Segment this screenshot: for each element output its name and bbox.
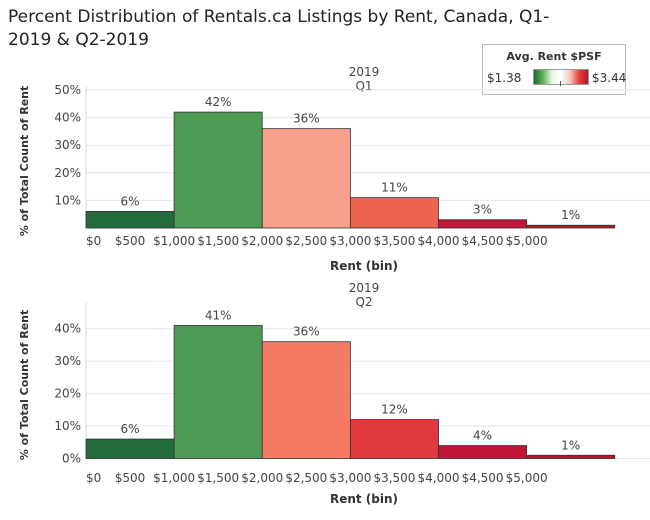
bar-data-label: 42% [205, 95, 232, 109]
legend-title: Avg. Rent $PSF [506, 50, 602, 63]
legend-min-label: $1.38 [487, 71, 522, 85]
y-axis-title: % of Total Count of Rent [18, 86, 31, 236]
panel-header-quarter: Q2 [355, 295, 372, 309]
x-tick-label: $4,000 [418, 471, 460, 485]
x-tick-label: $1,000 [153, 234, 195, 248]
x-tick-label: $1,500 [197, 234, 239, 248]
chart-title: Percent Distribution of Rentals.ca Listi… [8, 7, 550, 50]
histogram-bar [173, 325, 263, 459]
y-tick-label: 30% [54, 138, 81, 152]
x-tick-label: $5,000 [506, 234, 548, 248]
x-tick-label: $4,500 [462, 234, 504, 248]
legend-max-label: $3.44 [592, 71, 627, 85]
bar-data-label: 6% [121, 194, 140, 208]
bar-data-label: 3% [473, 203, 492, 217]
y-tick-label: 40% [54, 111, 81, 125]
panel-header-year: 2019 [349, 281, 380, 295]
x-axis-title: Rent (bin) [330, 259, 398, 273]
bar-data-label: 36% [293, 112, 320, 126]
histogram-bar [85, 438, 175, 459]
bar-data-label: 4% [473, 429, 492, 443]
y-tick-label: 20% [54, 166, 81, 180]
x-axis-title: Rent (bin) [330, 492, 398, 506]
bar-data-label: 12% [381, 403, 408, 417]
y-tick-label: 10% [54, 419, 81, 433]
y-tick-label: 40% [54, 322, 81, 336]
x-tick-label: $3,500 [373, 234, 415, 248]
x-tick-label: $2,000 [241, 471, 283, 485]
histogram-bar [261, 341, 351, 459]
x-tick-label: $2,500 [285, 234, 327, 248]
x-tick-label: $2,000 [241, 234, 283, 248]
y-tick-label: 0% [62, 452, 81, 466]
x-tick-label: $3,000 [329, 471, 371, 485]
histogram-bar [438, 445, 528, 459]
panel-header-year: 2019 [349, 65, 380, 79]
histogram-bar [173, 111, 263, 229]
histogram-bar [261, 128, 351, 229]
y-tick-label: 20% [54, 387, 81, 401]
histogram-bar [85, 211, 175, 229]
y-tick-label: 30% [54, 354, 81, 368]
x-tick-label: $2,500 [285, 471, 327, 485]
x-tick-label: $500 [115, 234, 146, 248]
bar-data-label: 11% [381, 181, 408, 195]
legend-midpoint-tick [560, 81, 561, 86]
y-tick-label: 50% [54, 83, 81, 97]
histogram-bar [526, 224, 616, 229]
x-tick-label: $5,000 [506, 471, 548, 485]
color-legend[interactable]: Avg. Rent $PSF $1.38 $3.44 [482, 44, 626, 95]
x-tick-label: $0 [86, 471, 101, 485]
x-tick-label: $3,000 [329, 234, 371, 248]
x-tick-label: $4,000 [418, 234, 460, 248]
histogram-bar [526, 454, 616, 459]
legend-gradient [533, 69, 589, 85]
x-tick-label: $1,500 [197, 471, 239, 485]
bar-data-label: 6% [121, 422, 140, 436]
histogram-bar [349, 197, 439, 229]
bar-data-label: 1% [561, 438, 580, 452]
x-tick-label: $4,500 [462, 471, 504, 485]
bar-data-label: 36% [293, 325, 320, 339]
bar-data-label: 41% [205, 308, 232, 322]
x-tick-label: $0 [86, 234, 101, 248]
x-tick-label: $500 [115, 471, 146, 485]
y-tick-label: 10% [54, 193, 81, 207]
bar-data-label: 1% [561, 208, 580, 222]
y-axis-title: % of Total Count of Rent [18, 310, 31, 460]
x-tick-label: $3,500 [373, 471, 415, 485]
panel-header-quarter: Q1 [355, 79, 372, 93]
x-tick-label: $1,000 [153, 471, 195, 485]
histogram-bar [349, 419, 439, 459]
histogram-bar [438, 219, 528, 229]
